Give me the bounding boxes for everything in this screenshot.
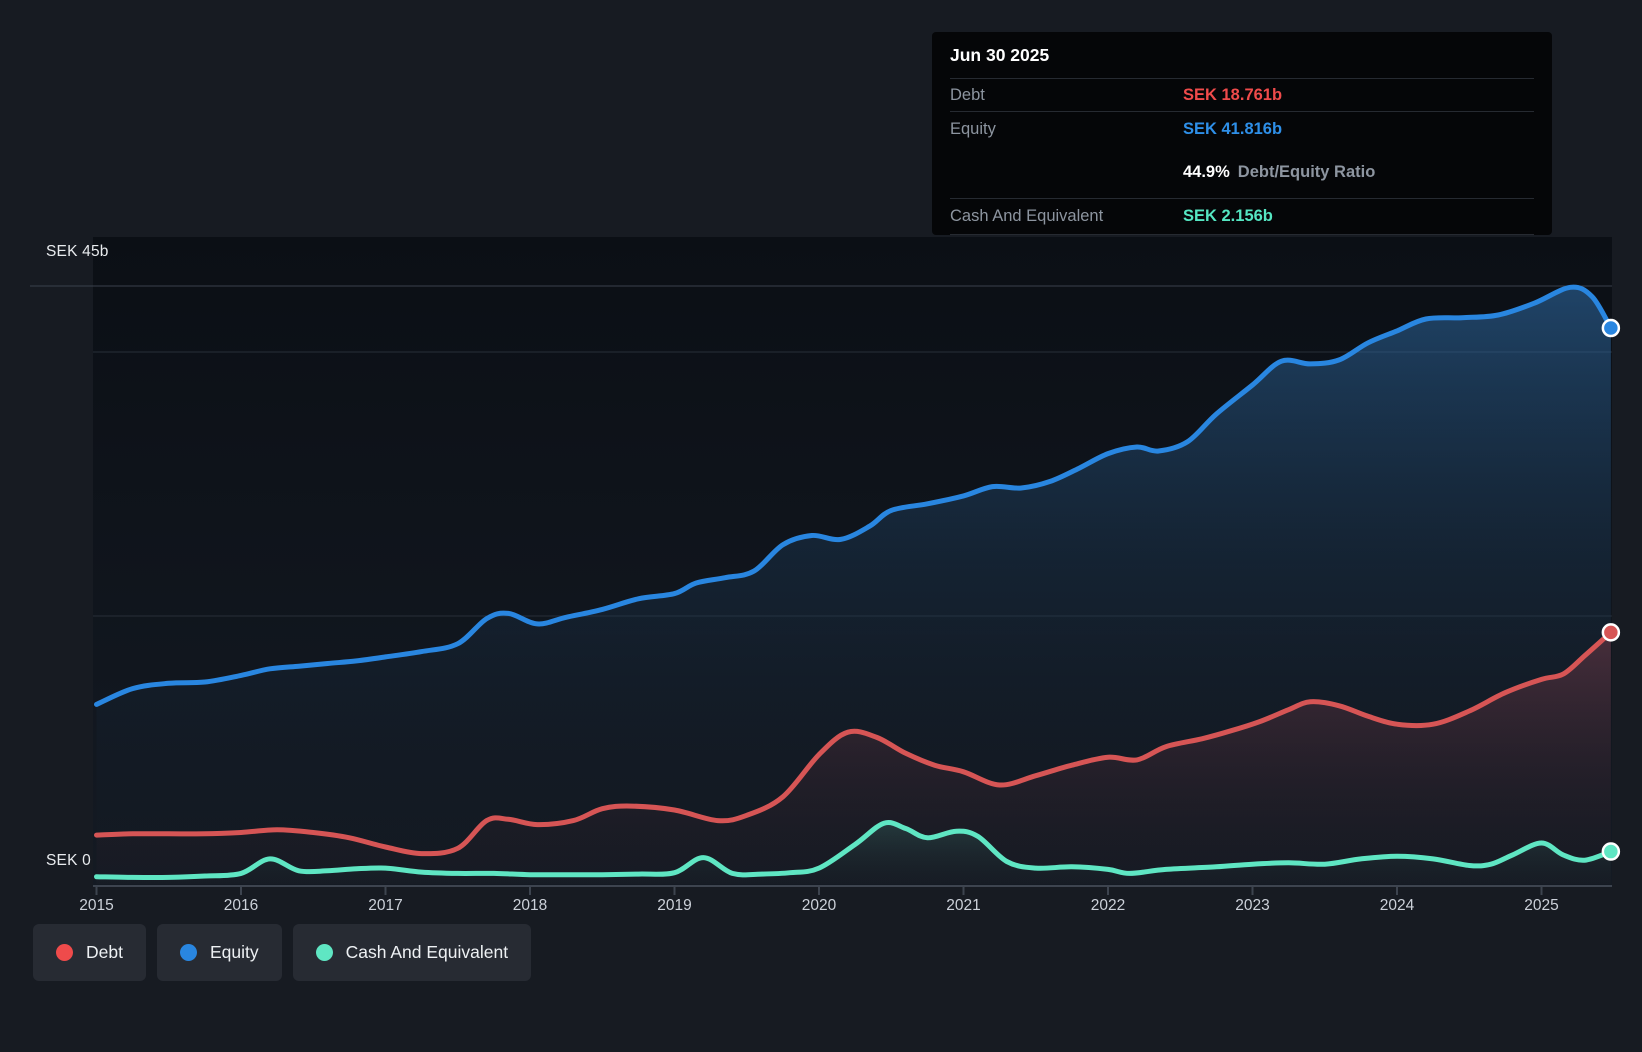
equity-endpoint-marker[interactable] xyxy=(1603,320,1619,336)
tooltip-debt-value: SEK 18.761b xyxy=(1183,86,1282,105)
legend-debt-label: Debt xyxy=(86,942,123,963)
y-axis-label-max: SEK 45b xyxy=(46,243,109,261)
tooltip-ratio-row: 44.9% Debt/Equity Ratio xyxy=(950,146,1534,199)
debt-endpoint-marker[interactable] xyxy=(1603,624,1619,640)
legend-equity-label: Equity xyxy=(210,942,259,963)
y-axis-label-zero: SEK 0 xyxy=(46,852,91,870)
tooltip-debt-label: Debt xyxy=(950,86,1183,105)
legend-cash-label: Cash And Equivalent xyxy=(346,942,508,963)
tooltip-ratio-value: 44.9% xyxy=(1183,163,1230,182)
tooltip-equity-label: Equity xyxy=(950,120,1183,139)
equity-series-dot-icon xyxy=(180,944,197,961)
chart-legend: Debt Equity Cash And Equivalent xyxy=(33,924,531,981)
tooltip-cash-label: Cash And Equivalent xyxy=(950,207,1183,226)
tooltip-debt-row: Debt SEK 18.761b xyxy=(950,79,1534,112)
cash-endpoint-marker[interactable] xyxy=(1603,844,1619,860)
balance-sheet-history-chart: SEK 45b SEK 0 20152016201720182019202020… xyxy=(0,0,1642,1052)
tooltip-cash-row: Cash And Equivalent SEK 2.156b xyxy=(950,199,1534,235)
tooltip-cash-value: SEK 2.156b xyxy=(1183,207,1273,226)
legend-item-cash[interactable]: Cash And Equivalent xyxy=(293,924,531,981)
tooltip-date: Jun 30 2025 xyxy=(950,32,1534,79)
chart-tooltip: Jun 30 2025 Debt SEK 18.761b Equity SEK … xyxy=(932,32,1552,235)
tooltip-equity-row: Equity SEK 41.816b xyxy=(950,112,1534,146)
tooltip-ratio-label: Debt/Equity Ratio xyxy=(1238,163,1376,182)
legend-item-debt[interactable]: Debt xyxy=(33,924,146,981)
tooltip-equity-value: SEK 41.816b xyxy=(1183,120,1282,139)
cash-series-dot-icon xyxy=(316,944,333,961)
legend-item-equity[interactable]: Equity xyxy=(157,924,282,981)
debt-series-dot-icon xyxy=(56,944,73,961)
